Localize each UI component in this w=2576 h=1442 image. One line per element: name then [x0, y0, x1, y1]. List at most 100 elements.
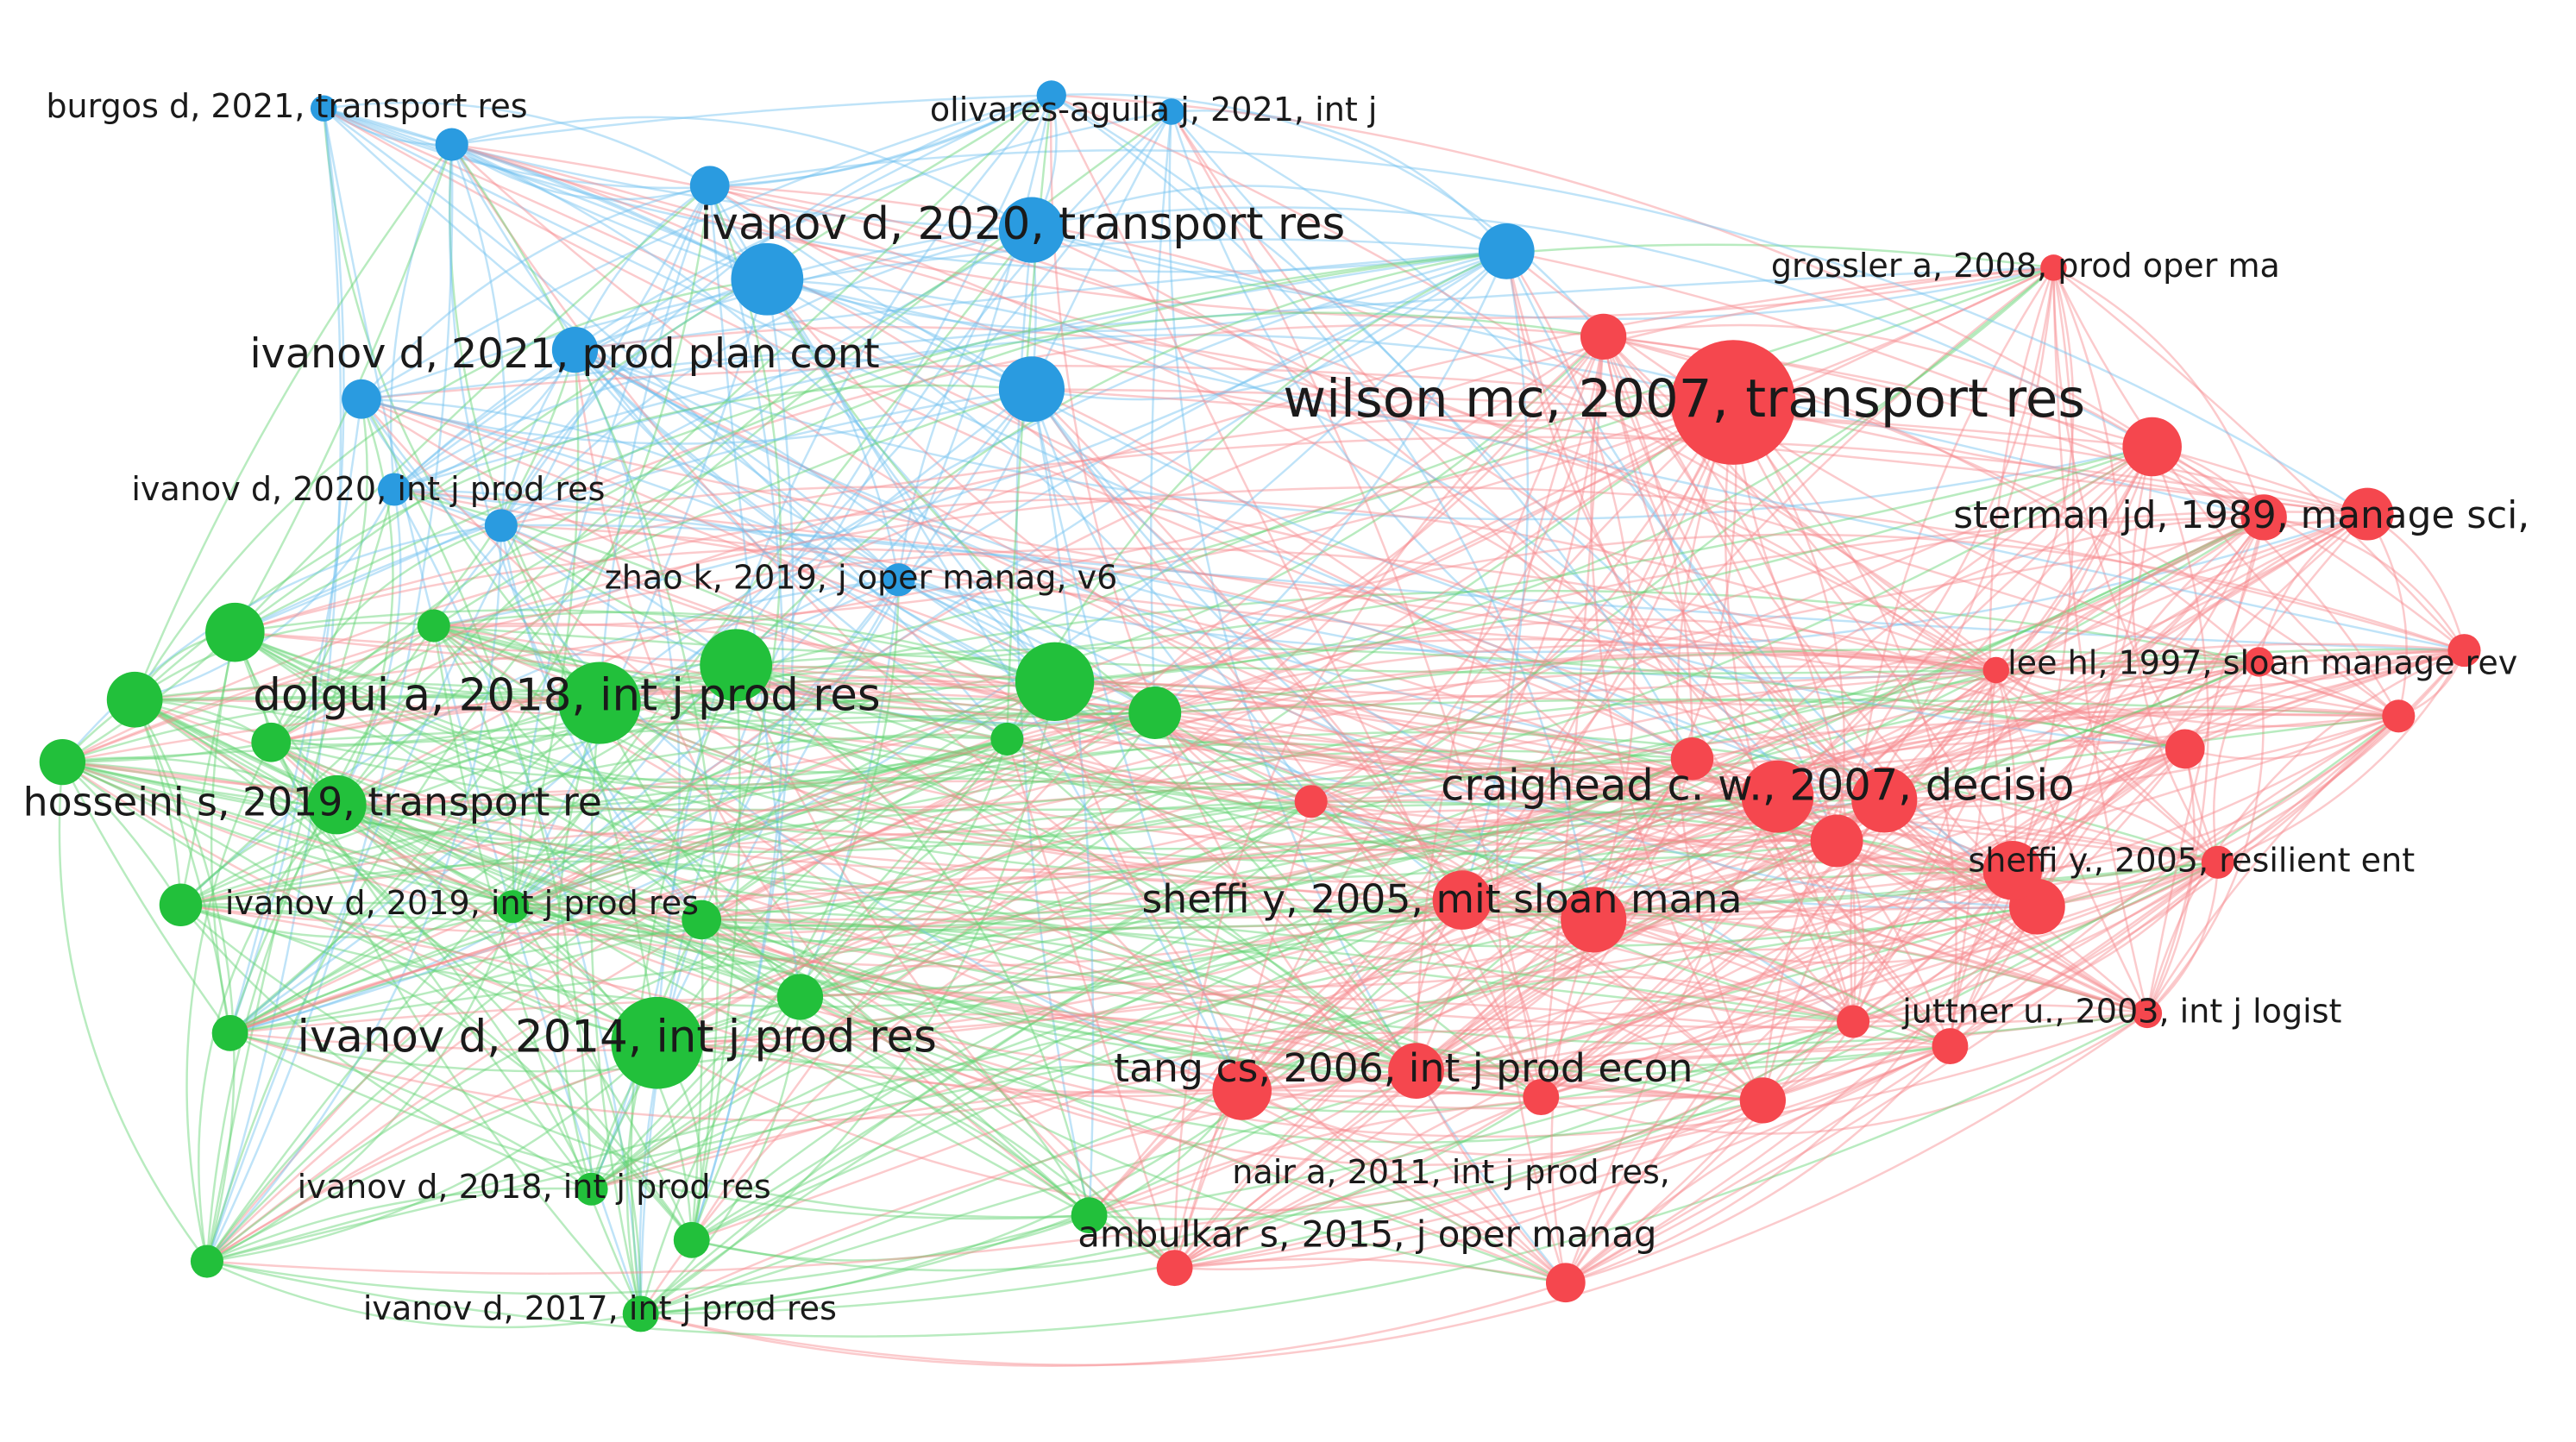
edge: [2184, 649, 2465, 750]
edge: [1174, 446, 2153, 1270]
edge: [229, 398, 363, 1034]
edge: [701, 680, 1056, 921]
edge: [234, 250, 1507, 634]
edge: [1088, 799, 1885, 1217]
edge: [1762, 715, 2400, 1102]
edge: [135, 699, 702, 921]
node-label: burgos d, 2021, transport res: [46, 87, 527, 125]
edge: [767, 278, 2465, 652]
edge: [134, 488, 396, 701]
edge: [736, 646, 2186, 750]
edge: [1461, 649, 2465, 901]
node: [622, 1295, 659, 1332]
edge: [640, 758, 1693, 1315]
edge: [450, 144, 507, 526]
edge: [1241, 1089, 1763, 1157]
edge: [800, 661, 2259, 999]
edge: [58, 762, 208, 1263]
edge: [229, 991, 1951, 1048]
node-label: grossler a, 2008, prod oper ma: [1771, 247, 2280, 285]
edge: [2052, 267, 2149, 1014]
edge: [206, 643, 1996, 1263]
edge: [432, 624, 1567, 1284]
edge: [270, 741, 1090, 1217]
edge: [766, 278, 2013, 872]
edge: [1173, 918, 1594, 1270]
edge: [270, 741, 1242, 1098]
edge: [1007, 335, 1605, 741]
node-label: ivanov d, 2017, int j prod res: [363, 1289, 837, 1327]
edge: [1050, 95, 1567, 1284]
edge: [701, 918, 1417, 1072]
edge: [1565, 669, 1997, 1284]
edge: [574, 348, 1885, 816]
edge: [270, 741, 1693, 915]
edge: [1089, 1094, 1763, 1217]
edge: [1496, 335, 1605, 1283]
edge: [512, 401, 1734, 908]
node-label: sheffi y., 2005, resilient ent: [1968, 841, 2415, 879]
edge: [2037, 715, 2400, 908]
edge: [451, 143, 2399, 718]
edge: [657, 1042, 1090, 1217]
edge: [590, 680, 1056, 1190]
edge: [135, 699, 2148, 1015]
edge: [1564, 799, 1886, 1284]
edge: [234, 94, 1052, 634]
edge: [205, 664, 737, 1263]
edge: [599, 266, 2054, 705]
edge: [336, 803, 1567, 1284]
edge: [361, 398, 1996, 672]
edge: [701, 918, 1567, 1284]
node: [1158, 98, 1185, 125]
edge: [599, 335, 1605, 709]
edge: [2036, 266, 2121, 907]
edge: [1089, 918, 1595, 1217]
edge: [1415, 335, 1605, 1071]
node-label: ivanov d, 2018, int j prod res: [298, 1168, 771, 1206]
edge: [134, 699, 658, 1044]
edge: [511, 185, 711, 907]
node: [673, 1221, 710, 1258]
edge: [589, 702, 642, 1314]
node-label: nair a, 2011, int j prod res,: [1232, 1153, 1670, 1191]
edge: [1173, 758, 1693, 1270]
edge: [336, 737, 1008, 810]
edge: [512, 733, 1008, 908]
edge: [135, 445, 2152, 701]
edge: [556, 702, 601, 1190]
edge: [393, 94, 1052, 491]
node: [378, 473, 412, 506]
edge: [270, 741, 2219, 1035]
edge: [1050, 94, 1542, 1098]
edge: [640, 715, 2400, 1315]
edge: [1415, 868, 2013, 1072]
edge: [62, 761, 1090, 1217]
edge: [1310, 800, 1594, 921]
edge: [270, 741, 1778, 850]
edge: [205, 108, 342, 1262]
edge: [701, 651, 1996, 921]
edge: [640, 1069, 1417, 1315]
edge: [800, 715, 2399, 999]
node: [205, 602, 265, 662]
edge: [599, 701, 1778, 862]
edge: [2146, 446, 2209, 1014]
edge: [1691, 516, 2265, 760]
edge: [1031, 185, 1507, 253]
edge: [691, 1096, 1542, 1272]
edge: [62, 737, 1008, 815]
edge: [62, 761, 2219, 914]
node: [417, 609, 450, 643]
edge: [206, 1187, 592, 1263]
node: [611, 996, 704, 1089]
edge: [270, 311, 1604, 743]
edge: [701, 715, 2399, 921]
edge: [134, 699, 693, 1241]
edge: [1995, 669, 2149, 1014]
edge: [206, 800, 1311, 1263]
node: [1837, 1005, 1870, 1038]
edge: [135, 695, 2014, 872]
edge: [179, 631, 236, 906]
